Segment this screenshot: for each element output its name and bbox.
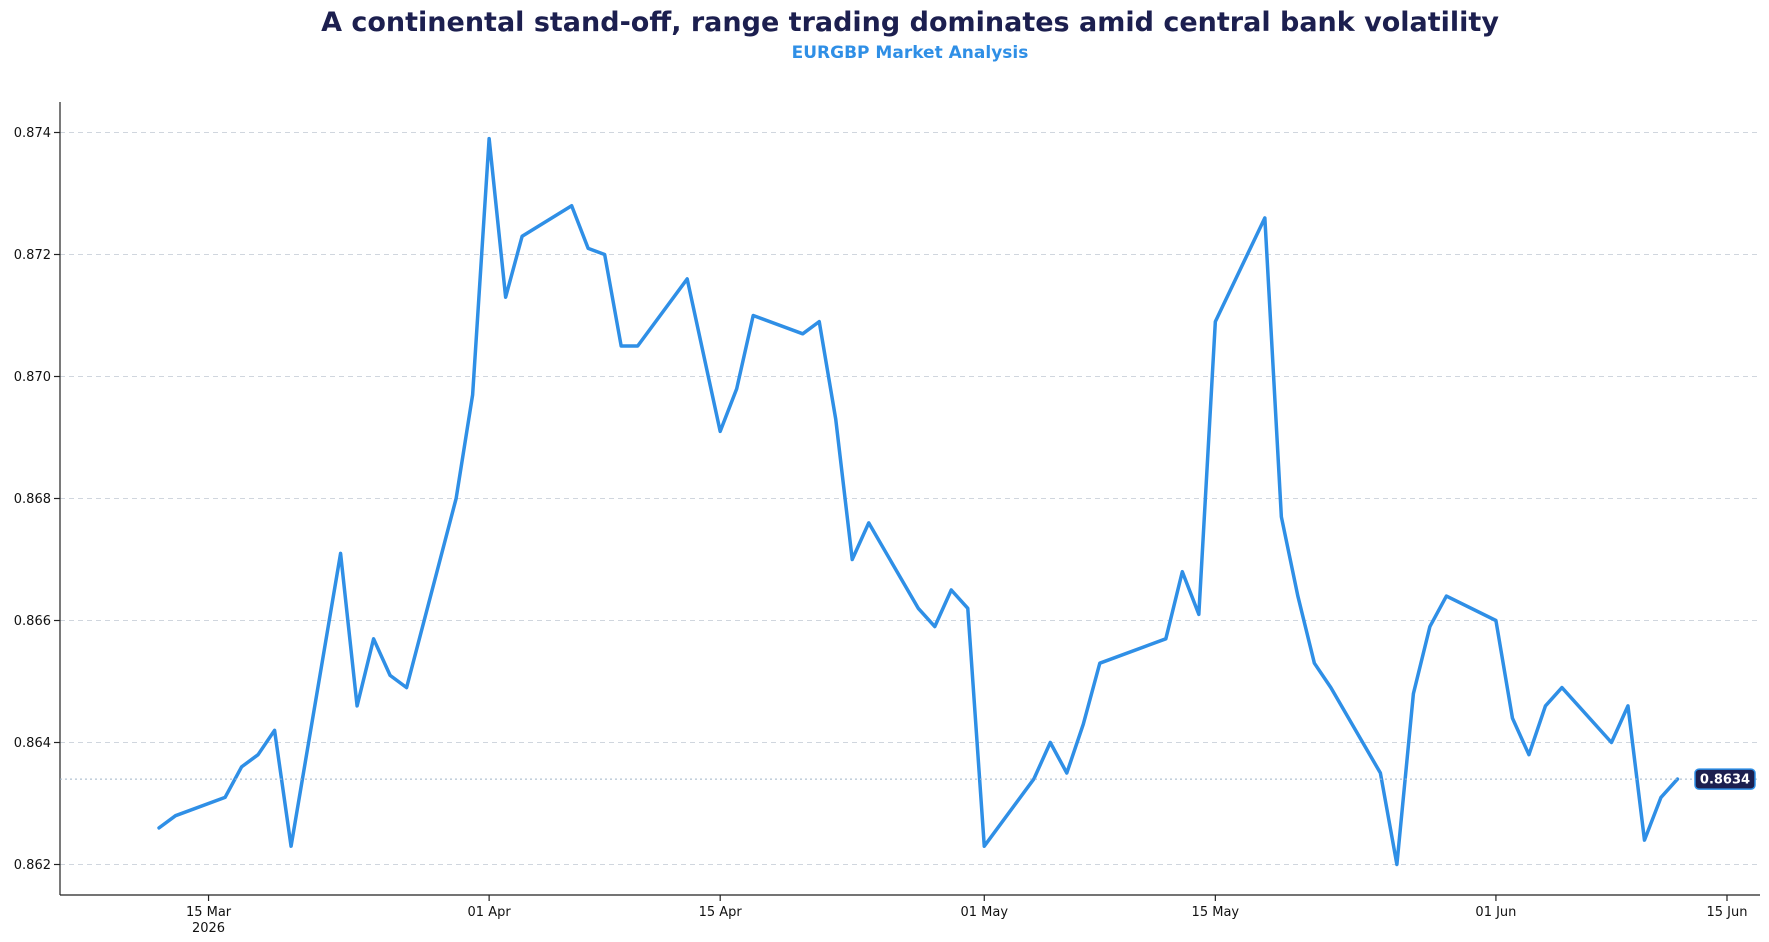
x-tick-label: 01 May: [960, 905, 1008, 920]
x-tick-label: 15 Apr: [699, 905, 743, 920]
y-axis-ticks: 0.862 0.864 0.866 0.868 0.870 0.872 0.874: [14, 126, 60, 873]
series-layer: [157, 136, 1680, 867]
series-line: [157, 136, 1680, 867]
x-tick-label: 01 Jun: [1475, 905, 1516, 920]
x-tick-label: 01 Apr: [468, 905, 512, 920]
y-tick-label: 0.868: [14, 492, 51, 507]
x-tick-sublabel: 2026: [192, 921, 225, 936]
x-tick-label: 15 May: [1192, 905, 1240, 920]
grid-lines: [60, 132, 1760, 865]
chart-subtitle: EURGBP Market Analysis: [792, 43, 1029, 63]
y-tick-label: 0.864: [14, 736, 51, 751]
last-value-badge: [1694, 768, 1756, 790]
chart-title: A continental stand-off, range trading d…: [321, 7, 1499, 38]
y-tick-label: 0.862: [14, 858, 51, 873]
y-tick-label: 0.872: [14, 248, 51, 263]
last-value-label: 0.8634: [1700, 773, 1750, 788]
y-tick-label: 0.866: [14, 614, 51, 629]
y-tick-label: 0.870: [14, 370, 51, 385]
x-tick-label: 15 Jun: [1706, 905, 1747, 920]
last-value-marker: 0.8634: [60, 768, 1760, 790]
x-tick-label: 15 Mar: [186, 905, 232, 920]
y-tick-label: 0.874: [14, 126, 51, 141]
